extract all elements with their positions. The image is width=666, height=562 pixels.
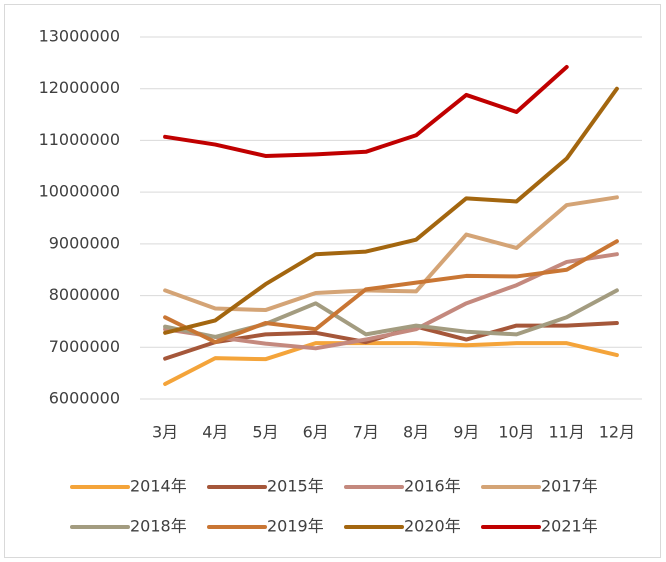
y-tick-label: 12000000 xyxy=(39,78,120,97)
series-line xyxy=(163,239,619,345)
y-tick-label: 6000000 xyxy=(49,389,120,408)
x-tick-label: 5月 xyxy=(252,423,278,442)
y-tick-label: 13000000 xyxy=(39,27,120,46)
series-line xyxy=(163,64,569,158)
x-tick-label: 8月 xyxy=(403,423,429,442)
legend-label: 2016年 xyxy=(404,477,461,496)
y-tick-label: 11000000 xyxy=(39,130,120,149)
x-tick-label: 9月 xyxy=(453,423,479,442)
legend-label: 2014年 xyxy=(130,477,187,496)
y-tick-label: 10000000 xyxy=(39,182,120,201)
x-tick-label: 7月 xyxy=(353,423,379,442)
series-line xyxy=(163,341,619,387)
x-tick-label: 11月 xyxy=(549,423,585,442)
y-tick-label: 8000000 xyxy=(49,285,120,304)
x-tick-label: 10月 xyxy=(498,423,534,442)
x-tick-label: 4月 xyxy=(202,423,228,442)
y-tick-label: 9000000 xyxy=(49,233,120,252)
legend-label: 2021年 xyxy=(541,517,598,536)
x-tick-label: 6月 xyxy=(303,423,329,442)
series-line xyxy=(163,86,619,335)
x-tick-label: 3月 xyxy=(152,423,178,442)
legend-label: 2018年 xyxy=(130,517,187,536)
legend-label: 2017年 xyxy=(541,477,598,496)
chart-frame xyxy=(4,4,661,558)
y-tick-label: 7000000 xyxy=(49,337,120,356)
series-line xyxy=(163,195,619,313)
legend-label: 2015年 xyxy=(267,477,324,496)
legend-label: 2020年 xyxy=(404,517,461,536)
x-tick-label: 12月 xyxy=(599,423,635,442)
legend-label: 2019年 xyxy=(267,517,324,536)
